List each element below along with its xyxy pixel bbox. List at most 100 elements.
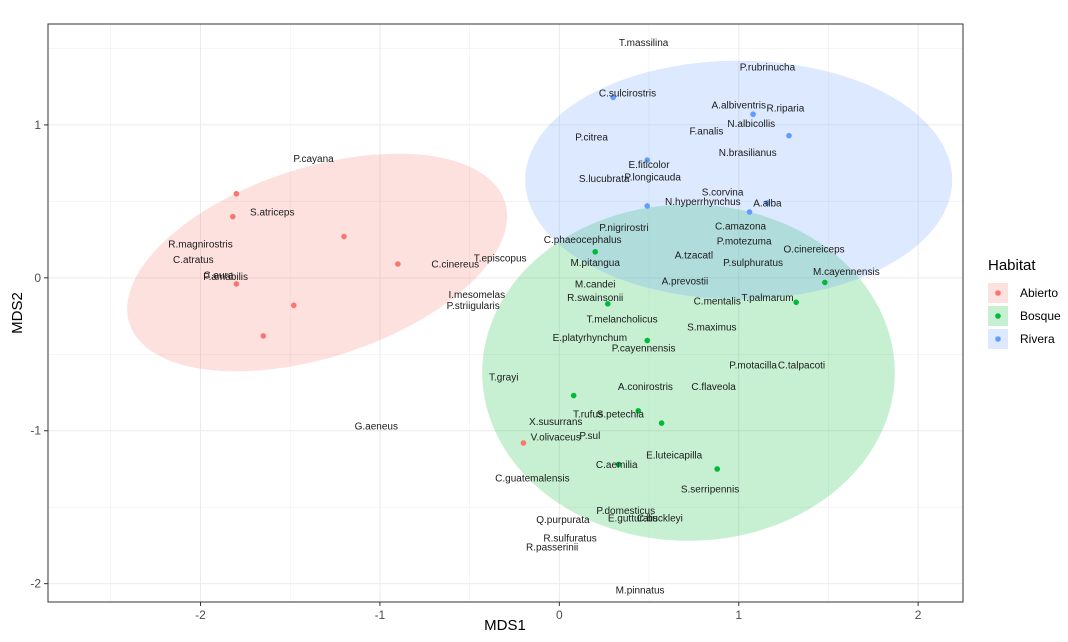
data-point-abierto xyxy=(229,213,236,220)
data-point-bosque xyxy=(592,249,599,255)
data-point-abierto xyxy=(290,302,297,309)
point-label: C.cinereus xyxy=(431,260,479,271)
point-label: R.swainsonii xyxy=(567,293,623,304)
data-point-abierto xyxy=(520,440,527,446)
data-point-bosque xyxy=(635,408,642,414)
ellipse-abierto xyxy=(127,153,508,372)
ellipse-bosque xyxy=(482,204,895,541)
point-label: T.grayi xyxy=(489,373,518,384)
point-label: C.buckleyi xyxy=(637,513,683,524)
point-label: P.rubrinucha xyxy=(740,62,796,73)
point-label: C.aura xyxy=(203,270,233,281)
point-label: A.alba xyxy=(753,198,782,209)
point-label: A.tzacatl xyxy=(675,250,713,261)
point-label: S.corvina xyxy=(702,188,744,199)
x-tick-label: 0 xyxy=(556,608,563,622)
point-label: E.gutturalis xyxy=(608,513,658,524)
legend-title: Habitat xyxy=(988,257,1036,274)
grid-lines xyxy=(48,24,963,602)
data-point-bosque xyxy=(793,299,799,306)
data-point-bosque xyxy=(570,392,577,399)
y-axis-title: MDS2 xyxy=(9,292,26,334)
point-label: R.passerinii xyxy=(526,542,578,553)
y-tick-label: -2 xyxy=(30,577,41,591)
point-label: P.striigularis xyxy=(447,301,500,312)
data-point-bosque xyxy=(604,301,611,307)
point-label: P.motacilla xyxy=(729,360,777,371)
point-label: P.cayennensis xyxy=(612,344,676,355)
point-label: A.albiventris xyxy=(712,101,766,112)
data-point-abierto xyxy=(233,190,240,197)
point-label: N.albicollis xyxy=(727,119,775,130)
point-label: A.conirostris xyxy=(618,382,673,393)
data-point-abierto xyxy=(233,281,240,287)
data-point-rivera xyxy=(644,203,651,209)
point-label: M.candei xyxy=(575,279,616,290)
data-point-bosque xyxy=(658,420,665,426)
data-point-bosque xyxy=(615,461,622,468)
point-label: M.pinnatus xyxy=(616,585,665,596)
point-label: X.susurrans xyxy=(529,417,582,428)
data-point-rivera xyxy=(764,200,771,206)
point-label: C.flaveola xyxy=(691,382,736,393)
legend: Habitat Abierto Bosque Rivera xyxy=(988,257,1061,349)
confidence-ellipses xyxy=(127,60,953,541)
data-point-rivera xyxy=(746,209,753,215)
data-point-rivera xyxy=(610,94,616,101)
point-label: S.lucubrata xyxy=(579,174,630,185)
data-point-bosque xyxy=(714,466,721,472)
point-label: A.prevostii xyxy=(662,276,709,287)
point-label: I.mesomelas xyxy=(448,290,505,301)
y-tick-label: -1 xyxy=(30,424,41,438)
point-label: S.maximus xyxy=(687,322,736,333)
point-label: V.olivaceus xyxy=(531,432,581,443)
point-label: C.mentalis xyxy=(694,296,741,307)
y-tick-label: 1 xyxy=(34,118,41,132)
point-label: T.episcopus xyxy=(474,253,527,264)
point-label: P.amabilis xyxy=(203,272,248,283)
point-label: N.hyperrhynchus xyxy=(665,197,741,208)
y-tick-label: 0 xyxy=(34,271,41,285)
data-point-rivera xyxy=(644,157,651,163)
plot-border xyxy=(47,23,964,603)
point-label: R.sulfuratus xyxy=(543,533,596,544)
legend-marker-rivera xyxy=(995,336,1001,342)
point-label: S.petechia xyxy=(597,409,645,420)
point-label: C.talpacoti xyxy=(778,360,825,371)
data-point-bosque xyxy=(644,337,651,344)
point-label: N.brasilianus xyxy=(719,148,777,159)
data-point-abierto xyxy=(341,233,347,240)
legend-label-bosque: Bosque xyxy=(1020,309,1061,323)
point-label: P.domesticus xyxy=(596,506,655,517)
legend-marker-bosque xyxy=(995,313,1001,319)
point-label: C.atratus xyxy=(173,255,214,266)
point-label: C.aemilia xyxy=(596,460,638,471)
data-point-bosque xyxy=(822,279,828,286)
legend-label-rivera: Rivera xyxy=(1020,332,1055,346)
point-label: O.cinereiceps xyxy=(784,244,845,255)
point-label: G.aeneus xyxy=(355,422,398,433)
x-tick-label: 2 xyxy=(915,608,922,622)
data-point-rivera xyxy=(750,111,756,118)
y-axis-ticks: -2 -1 0 1 xyxy=(30,118,48,591)
point-label: C.sulcirostris xyxy=(599,88,656,99)
point-label: M.pitangua xyxy=(570,258,620,269)
point-label: P.longicauda xyxy=(624,172,681,183)
point-label: P.citrea xyxy=(575,133,608,144)
point-label: S.serripennis xyxy=(681,484,739,495)
legend-marker-abierto xyxy=(995,290,1001,296)
x-tick-label: -2 xyxy=(195,608,206,622)
species-labels: T.massilina P.rubrinucha C.sulcirostris A.a… xyxy=(168,38,879,596)
point-label: C.phaeocephalus xyxy=(544,235,622,246)
point-label: E.luteicapilla xyxy=(646,451,703,462)
point-label: F.analis xyxy=(689,127,723,138)
point-label: P.motezuma xyxy=(717,237,772,248)
point-label: R.riparia xyxy=(766,104,804,115)
x-tick-label: -1 xyxy=(375,608,386,622)
point-label: T.palmarum xyxy=(741,293,793,304)
point-label: C.amazona xyxy=(715,221,767,232)
point-label: P.cayana xyxy=(293,154,334,165)
x-tick-label: 1 xyxy=(735,608,742,622)
point-label: C.guatemalensis xyxy=(495,474,569,485)
